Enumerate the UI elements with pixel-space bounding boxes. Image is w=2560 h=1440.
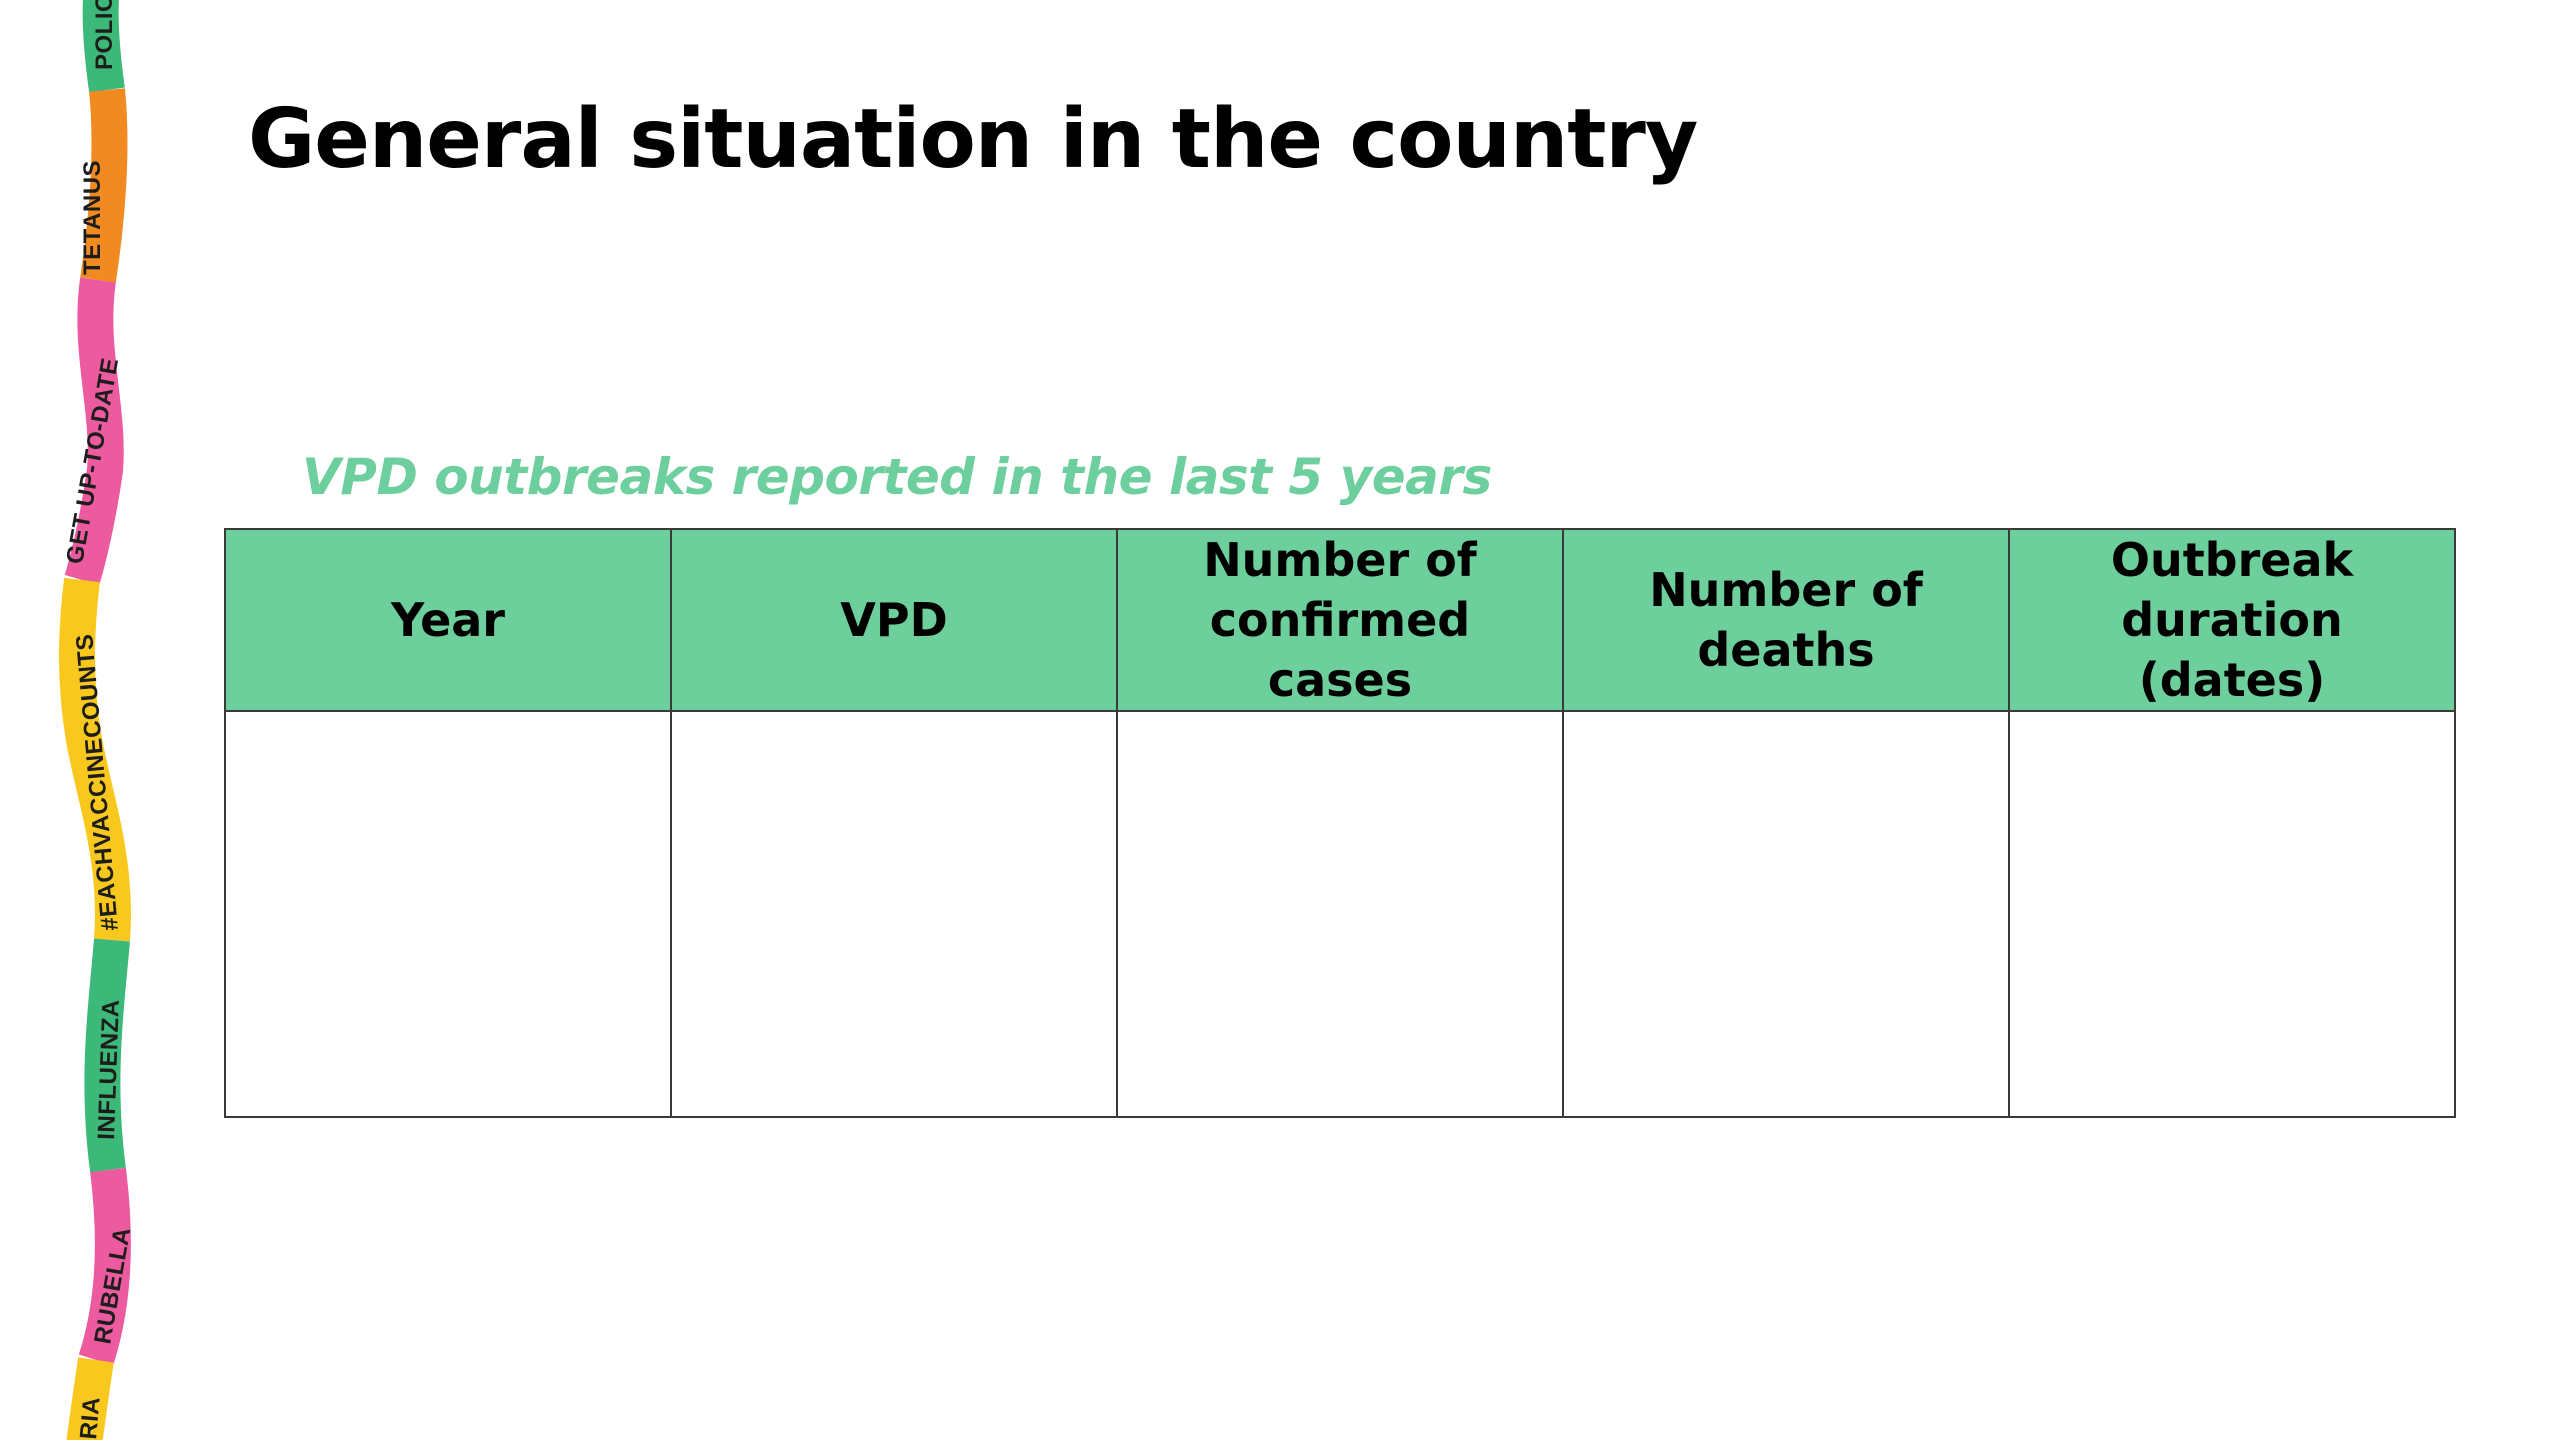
table-cell-confirmed-cases[interactable] <box>1116 710 1564 1118</box>
ribbon-label-polio: POLIO <box>91 0 118 70</box>
column-header-year: Year <box>224 528 672 712</box>
outbreaks-table-container: Year VPD Number of confirmed cases Numbe… <box>224 528 2456 1118</box>
table-cell-vpd[interactable] <box>670 710 1118 1118</box>
column-header-outbreak-duration: Outbreak duration (dates) <box>2008 528 2456 712</box>
table-header-row: Year VPD Number of confirmed cases Numbe… <box>224 528 2456 712</box>
table-row <box>224 710 2456 1118</box>
vaccine-ribbon-decoration: POLIO TETANUS GET UP-TO-DATE #EACHVACCIN… <box>59 0 136 1440</box>
ribbon-label-ria: RIA <box>75 1395 106 1440</box>
column-header-confirmed-cases: Number of confirmed cases <box>1116 528 1564 712</box>
column-header-deaths: Number of deaths <box>1562 528 2010 712</box>
slide-title: General situation in the country <box>248 92 1698 187</box>
ribbon-label-influenza: INFLUENZA <box>93 999 125 1140</box>
column-header-vpd: VPD <box>670 528 1118 712</box>
ribbon-label-tetanus: TETANUS <box>79 160 106 275</box>
table-cell-outbreak-duration[interactable] <box>2008 710 2456 1118</box>
table-cell-deaths[interactable] <box>1562 710 2010 1118</box>
outbreaks-table: Year VPD Number of confirmed cases Numbe… <box>224 528 2456 1118</box>
table-caption: VPD outbreaks reported in the last 5 yea… <box>302 448 1492 506</box>
table-cell-year[interactable] <box>224 710 672 1118</box>
